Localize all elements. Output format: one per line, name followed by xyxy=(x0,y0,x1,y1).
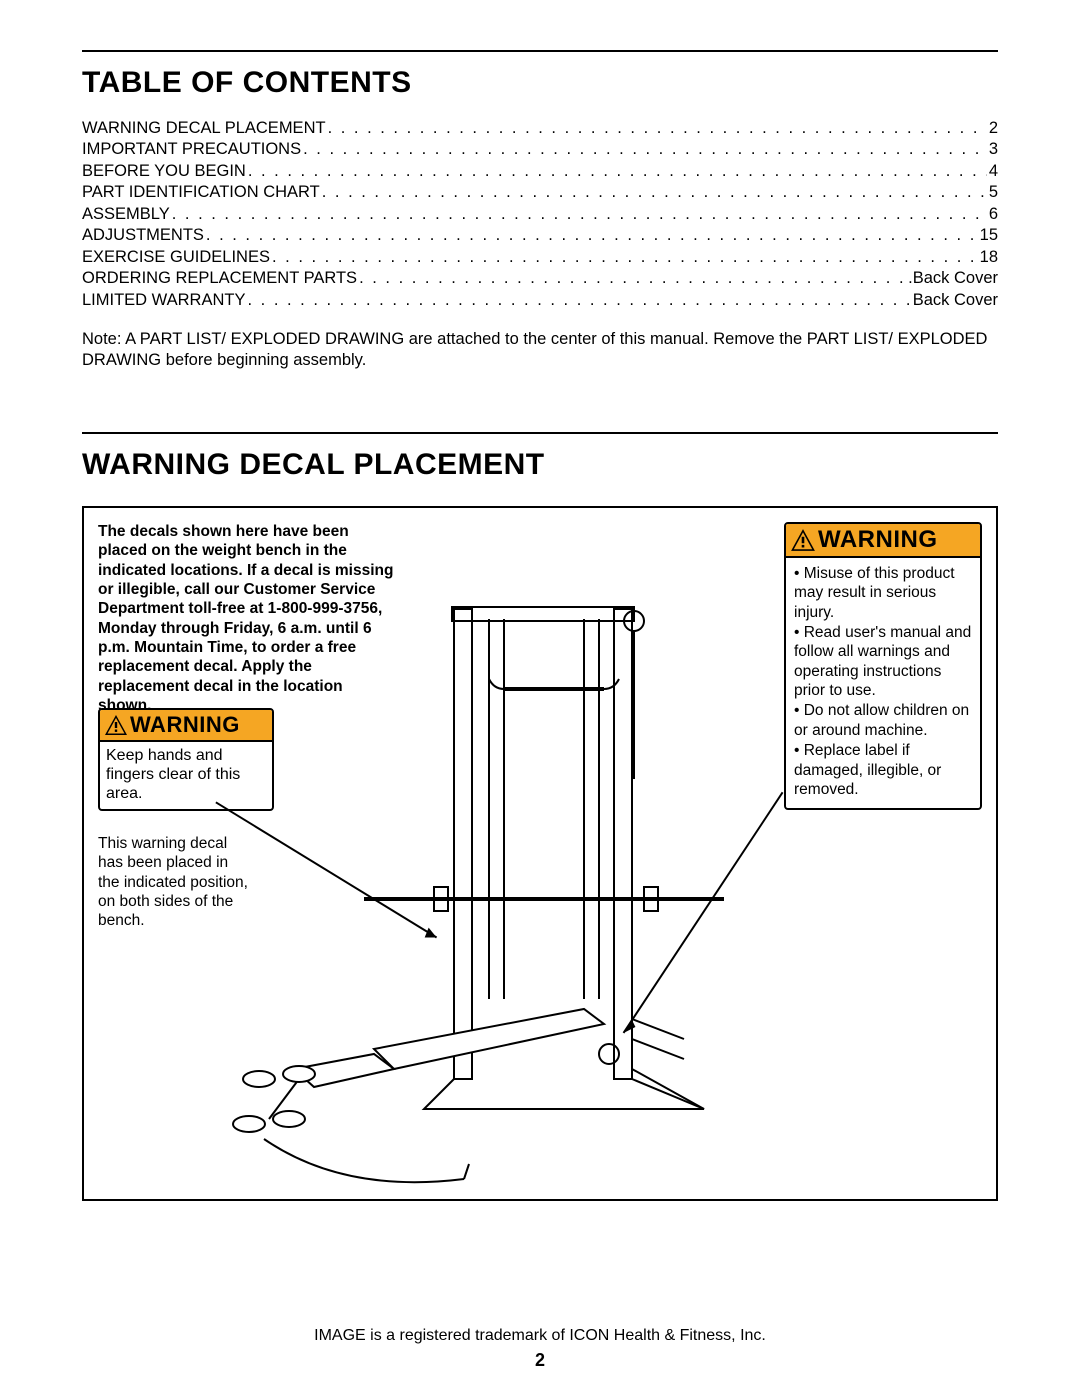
toc-heading: TABLE OF CONTENTS xyxy=(82,66,998,100)
section-rule-top xyxy=(82,50,998,52)
toc-page: .Back Cover xyxy=(908,268,998,289)
toc-page: 15 xyxy=(980,225,998,246)
toc-label: ASSEMBLY xyxy=(82,204,170,225)
toc-dots xyxy=(328,118,987,139)
warning-bullet: • Replace label if damaged, illegible, o… xyxy=(794,741,972,799)
placement-heading: WARNING DECAL PLACEMENT xyxy=(82,448,998,482)
toc-row: ADJUSTMENTS 15 xyxy=(82,225,998,246)
toc-page: 4 xyxy=(989,161,998,182)
toc-row: ORDERING REPLACEMENT PARTS .Back Cover xyxy=(82,268,998,289)
toc-dots xyxy=(172,204,987,225)
toc-label: WARNING DECAL PLACEMENT xyxy=(82,118,326,139)
toc-page: 5 xyxy=(989,182,998,203)
toc-row: ASSEMBLY 6 xyxy=(82,204,998,225)
toc-dots xyxy=(272,247,978,268)
warning-header: WARNING xyxy=(786,524,980,558)
toc-row: IMPORTANT PRECAUTIONS 3 xyxy=(82,139,998,160)
toc-dots xyxy=(248,161,987,182)
toc-label: LIMITED WARRANTY xyxy=(82,290,245,311)
toc-label: PART IDENTIFICATION CHART xyxy=(82,182,320,203)
section-rule-placement xyxy=(82,432,998,434)
warning-bullet: • Read user's manual and follow all warn… xyxy=(794,623,972,701)
toc-label: EXERCISE GUIDELINES xyxy=(82,247,270,268)
toc-dots xyxy=(247,290,910,311)
toc-list: WARNING DECAL PLACEMENT 2 IMPORTANT PREC… xyxy=(82,118,998,311)
page-number: 2 xyxy=(0,1350,1080,1371)
toc-page: 6 xyxy=(989,204,998,225)
warning-label-right: WARNING • Misuse of this product may res… xyxy=(784,522,982,811)
warning-right-body: • Misuse of this product may result in s… xyxy=(786,558,980,809)
toc-page: 18 xyxy=(980,247,998,268)
toc-label: ADJUSTMENTS xyxy=(82,225,204,246)
toc-page: 2 xyxy=(989,118,998,139)
warning-triangle-icon xyxy=(104,714,128,736)
warning-bullet: • Misuse of this product may result in s… xyxy=(794,564,972,622)
toc-label: ORDERING REPLACEMENT PARTS xyxy=(82,268,357,289)
toc-dots xyxy=(303,139,987,160)
toc-row: WARNING DECAL PLACEMENT 2 xyxy=(82,118,998,139)
toc-row: PART IDENTIFICATION CHART 5 xyxy=(82,182,998,203)
toc-row: BEFORE YOU BEGIN 4 xyxy=(82,161,998,182)
toc-page: Back Cover xyxy=(913,290,998,311)
toc-note: Note: A PART LIST/ EXPLODED DRAWING are … xyxy=(82,329,998,372)
toc-label: BEFORE YOU BEGIN xyxy=(82,161,246,182)
toc-dots xyxy=(359,268,906,289)
toc-label: IMPORTANT PRECAUTIONS xyxy=(82,139,301,160)
footer-trademark: IMAGE is a registered trademark of ICON … xyxy=(0,1327,1080,1345)
toc-row: EXERCISE GUIDELINES 18 xyxy=(82,247,998,268)
warning-triangle-icon xyxy=(790,528,816,552)
toc-dots xyxy=(322,182,987,203)
warning-header-text: WARNING xyxy=(818,526,938,554)
warning-bullet: • Do not allow children on or around mac… xyxy=(794,701,972,740)
equipment-illustration xyxy=(204,579,764,1199)
toc-dots xyxy=(206,225,978,246)
placement-figure-box: The decals shown here have been placed o… xyxy=(82,506,998,1201)
toc-row: LIMITED WARRANTY Back Cover xyxy=(82,290,998,311)
toc-page: 3 xyxy=(989,139,998,160)
